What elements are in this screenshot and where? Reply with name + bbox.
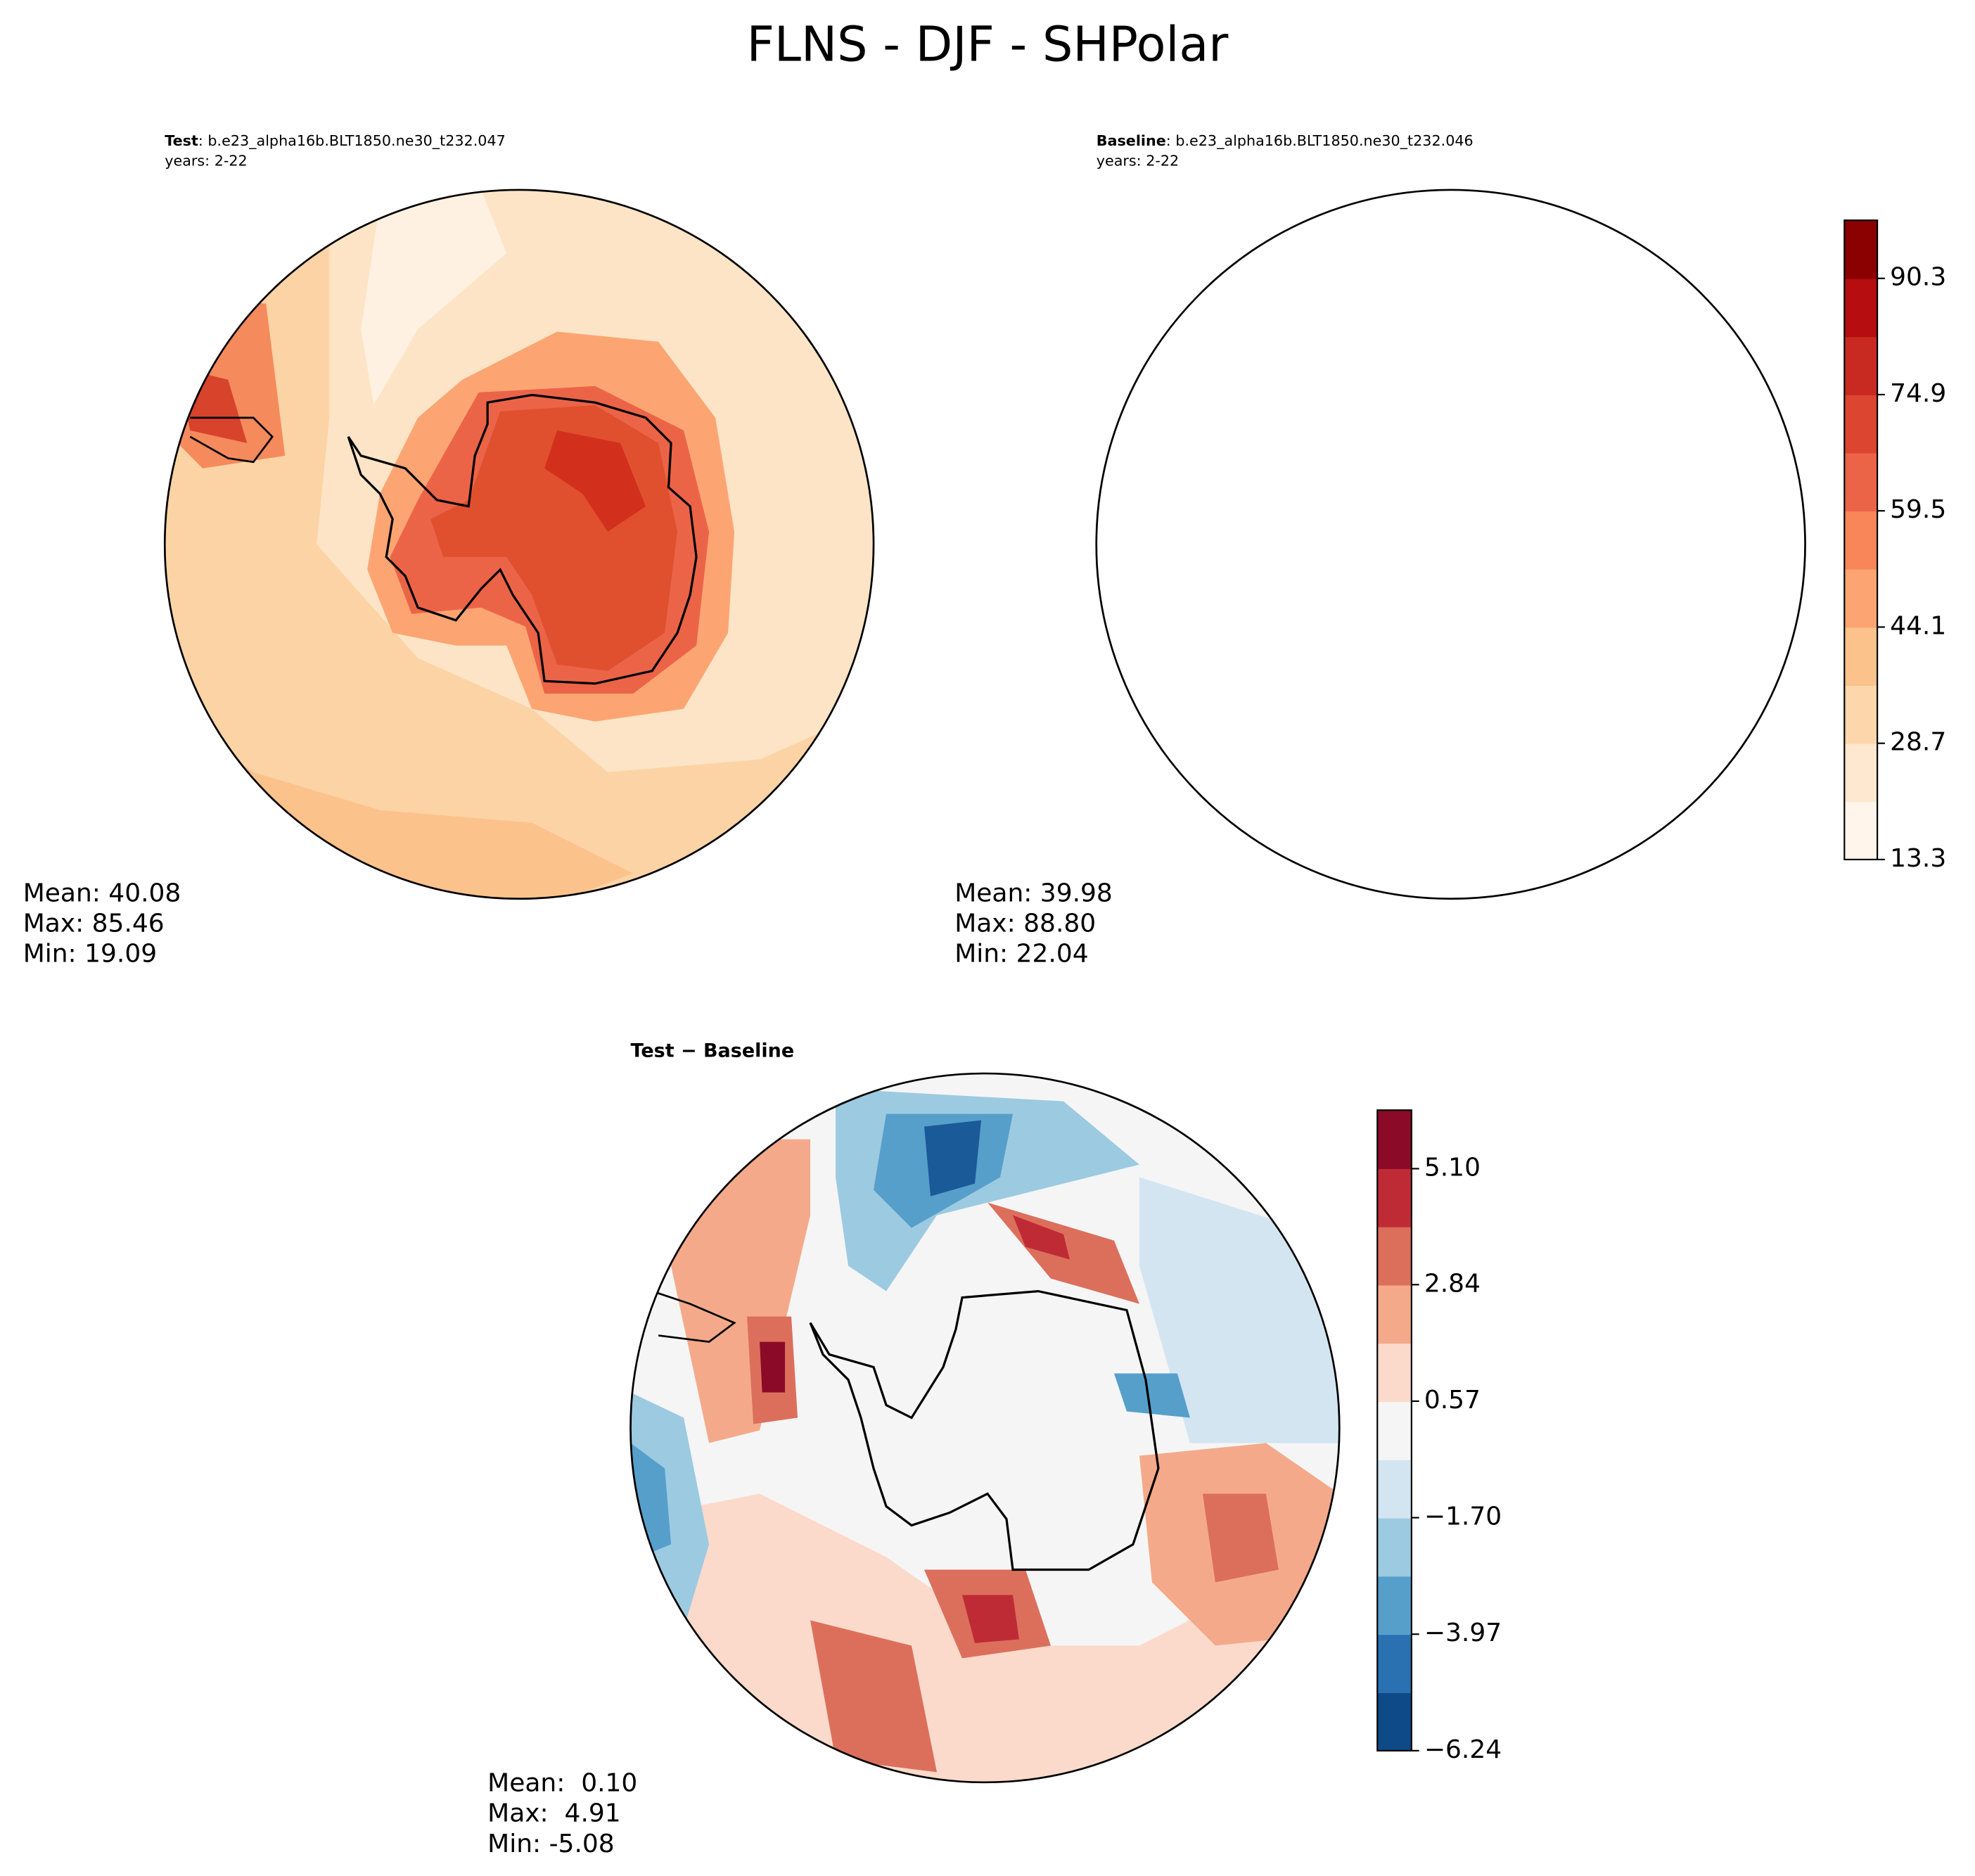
colorbar-tick-label: 13.3 bbox=[1890, 844, 1946, 873]
contour-region bbox=[544, 430, 646, 532]
colorbar-band bbox=[1844, 685, 1878, 744]
colorbar-band bbox=[1377, 1576, 1412, 1635]
map-border bbox=[629, 1072, 1341, 1784]
coastline bbox=[1122, 418, 1204, 462]
panel-label: Baseline bbox=[1097, 132, 1166, 149]
panel-title: Test: b.e23_alpha16b.BLT1850.ne30_t232.0… bbox=[165, 132, 506, 150]
stat: Max: 4.91 bbox=[487, 1799, 621, 1828]
contour-region bbox=[1299, 331, 1666, 721]
map bbox=[1097, 190, 1805, 912]
stat: Mean: 0.10 bbox=[487, 1768, 637, 1797]
colorbar-band bbox=[1377, 1459, 1412, 1519]
map-border bbox=[1095, 189, 1806, 900]
colorbar-band bbox=[1844, 511, 1878, 570]
stat: Mean: 39.98 bbox=[954, 879, 1113, 907]
colorbar-tick-label: −1.70 bbox=[1424, 1502, 1502, 1531]
colorbar-tick-label: 2.84 bbox=[1424, 1269, 1481, 1298]
stat: Mean: 40.08 bbox=[23, 879, 181, 907]
panel-title: Test − Baseline bbox=[631, 1040, 795, 1062]
colorbar-band bbox=[1844, 394, 1878, 454]
colorbar-band bbox=[1844, 801, 1878, 860]
stat: Min: 19.09 bbox=[23, 940, 157, 969]
colorbar-band bbox=[1377, 1517, 1412, 1577]
contour-region bbox=[962, 1595, 1019, 1643]
contour-region bbox=[1202, 1493, 1279, 1583]
colorbar-tick-label: 5.10 bbox=[1424, 1153, 1481, 1182]
colorbar-band bbox=[1377, 1634, 1412, 1693]
panel-label: Test bbox=[165, 132, 198, 149]
coastline bbox=[651, 1290, 736, 1343]
contour-region bbox=[671, 1139, 811, 1443]
map bbox=[165, 189, 874, 899]
colorbar-band bbox=[1377, 1692, 1412, 1751]
contour-region bbox=[1293, 190, 1438, 405]
contour-region bbox=[1248, 190, 1805, 772]
contour-region bbox=[1322, 386, 1640, 694]
colorbar-band bbox=[1844, 627, 1878, 686]
coastline bbox=[189, 416, 274, 464]
map-border bbox=[163, 189, 875, 900]
stat: Max: 88.80 bbox=[954, 910, 1096, 938]
colorbar-band bbox=[1844, 336, 1878, 395]
panel-years: years: 2-22 bbox=[1097, 153, 1179, 170]
contour-region bbox=[1097, 190, 1805, 899]
stat: Max: 85.46 bbox=[23, 910, 165, 938]
figure-title: FLNS - DJF - SHPolar bbox=[747, 17, 1229, 72]
contour-region bbox=[1476, 430, 1578, 532]
colorbar-band bbox=[1377, 1110, 1412, 1169]
colorbar-band bbox=[1844, 220, 1878, 279]
panel-case: : b.e23_alpha16b.BLT1850.ne30_t232.047 bbox=[198, 132, 506, 150]
coastline bbox=[1280, 395, 1628, 683]
colorbar-band bbox=[1377, 1226, 1412, 1286]
colorbar-frame bbox=[1843, 219, 1879, 861]
stat: Min: -5.08 bbox=[487, 1830, 615, 1858]
coastline bbox=[809, 1289, 1160, 1571]
colorbar-frame bbox=[1376, 1109, 1412, 1751]
contour-region bbox=[760, 1341, 786, 1393]
colorbar-tick-label: 0.57 bbox=[1424, 1386, 1481, 1415]
colorbar-band bbox=[1844, 568, 1878, 628]
contour-region bbox=[1012, 1215, 1070, 1260]
contour-region bbox=[1113, 1373, 1190, 1418]
coastline bbox=[347, 393, 698, 685]
colorbar-tick-label: 59.5 bbox=[1890, 495, 1946, 524]
colorbar-band bbox=[1844, 452, 1878, 512]
contour-region bbox=[1362, 405, 1609, 671]
colorbar-tick-label: −6.24 bbox=[1424, 1735, 1502, 1764]
colorbar-band bbox=[1377, 1401, 1412, 1460]
colorbar-band bbox=[1377, 1168, 1412, 1227]
contour-region bbox=[1109, 367, 1179, 443]
contour-region bbox=[1097, 709, 1565, 912]
colorbar-tick-label: 44.1 bbox=[1890, 611, 1946, 640]
contour-region bbox=[924, 1120, 982, 1197]
panel-title: Baseline: b.e23_alpha16b.BLT1850.ne30_t2… bbox=[1097, 132, 1474, 150]
contour-region bbox=[1097, 291, 1217, 468]
colorbar-band bbox=[1844, 278, 1878, 338]
contour-region bbox=[361, 189, 507, 405]
stat: Min: 22.04 bbox=[954, 940, 1088, 969]
colorbar-band bbox=[1377, 1284, 1412, 1344]
colorbar-band bbox=[1377, 1343, 1412, 1403]
panel-case: : b.e23_alpha16b.BLT1850.ne30_t232.046 bbox=[1166, 132, 1474, 150]
colorbar-band bbox=[1844, 743, 1878, 803]
colorbar-tick-label: 90.3 bbox=[1890, 263, 1946, 292]
colorbar-tick-label: 74.9 bbox=[1890, 379, 1946, 408]
colorbar-tick-label: 28.7 bbox=[1890, 728, 1946, 757]
map bbox=[630, 1073, 1340, 1782]
panel-years: years: 2-22 bbox=[165, 153, 247, 170]
contour-region bbox=[810, 1620, 938, 1773]
colorbar-tick-label: −3.97 bbox=[1424, 1619, 1502, 1647]
